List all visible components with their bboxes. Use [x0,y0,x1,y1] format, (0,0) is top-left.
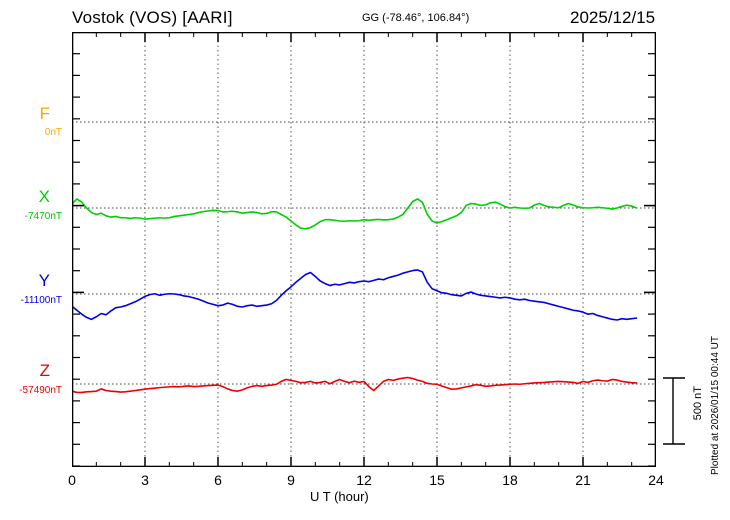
x-tick-label: 9 [287,472,295,488]
x-tick-label: 6 [214,472,222,488]
component-baseline-f: 0nT [44,127,62,138]
component-label-f: F [39,104,50,123]
component-baseline-y: -11100nT [20,295,62,306]
trace-x [72,198,638,230]
page-title: Vostok (VOS) [AARI] [72,8,233,27]
plotted-timestamp: Plotted at 2026/01/15 00:44 UT [710,336,721,475]
component-baseline-z: -57490nT [19,385,62,396]
x-tick-label: 3 [141,472,149,488]
component-baseline-x: -7470nT [24,211,62,222]
observation-date-label: 2025/12/15 [570,8,656,27]
x-tick-label: 12 [356,472,372,488]
component-label-y: Y [38,271,50,290]
magnetogram-plot-area [72,32,656,467]
x-tick-label: 24 [648,472,664,488]
x-tick-label: 15 [429,472,445,488]
x-tick-label: 18 [502,472,518,488]
trace-y [72,269,638,321]
x-tick-label: 21 [575,472,591,488]
scale-bar [663,377,685,445]
x-tick-label: 0 [68,472,76,488]
geographic-coordinates-label: GG (-78.46°, 106.84°) [362,12,470,24]
trace-z [72,376,638,394]
x-axis-title: U T (hour) [310,489,369,504]
scale-bar-label: 500 nT [692,386,704,421]
magnetogram-svg [72,32,656,467]
component-label-z: Z [39,361,50,380]
component-label-x: X [38,187,50,206]
